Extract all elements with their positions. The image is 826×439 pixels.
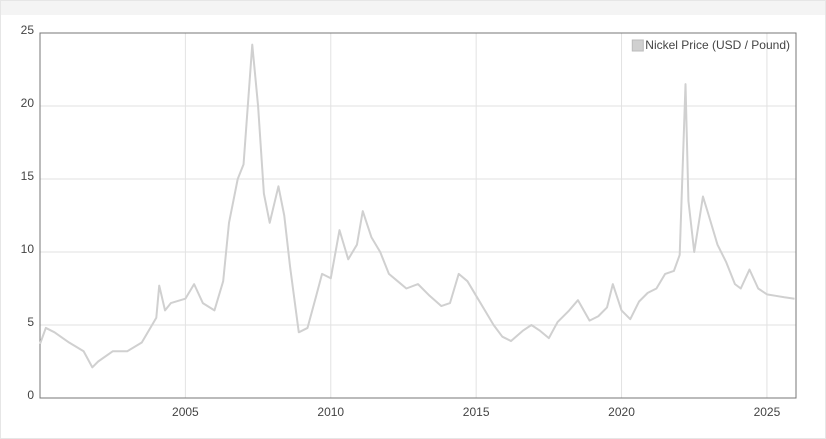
- x-tick-label: 2020: [608, 405, 635, 419]
- x-tick-label: 2010: [317, 405, 344, 419]
- y-tick-label: 20: [21, 96, 35, 110]
- x-tick-label: 2005: [172, 405, 199, 419]
- top-strip: [1, 1, 825, 15]
- x-tick-label: 2025: [754, 405, 781, 419]
- y-tick-label: 0: [27, 388, 34, 402]
- plot-border: [39, 32, 797, 399]
- legend-label: Nickel Price (USD / Pound): [645, 38, 790, 52]
- price-line: [39, 43, 795, 369]
- y-tick-label: 10: [21, 242, 35, 256]
- y-tick-label: 5: [27, 315, 34, 329]
- x-tick-label: 2015: [463, 405, 490, 419]
- y-tick-label: 15: [21, 169, 35, 183]
- legend-swatch: [631, 39, 644, 52]
- y-tick-label: 25: [21, 23, 35, 37]
